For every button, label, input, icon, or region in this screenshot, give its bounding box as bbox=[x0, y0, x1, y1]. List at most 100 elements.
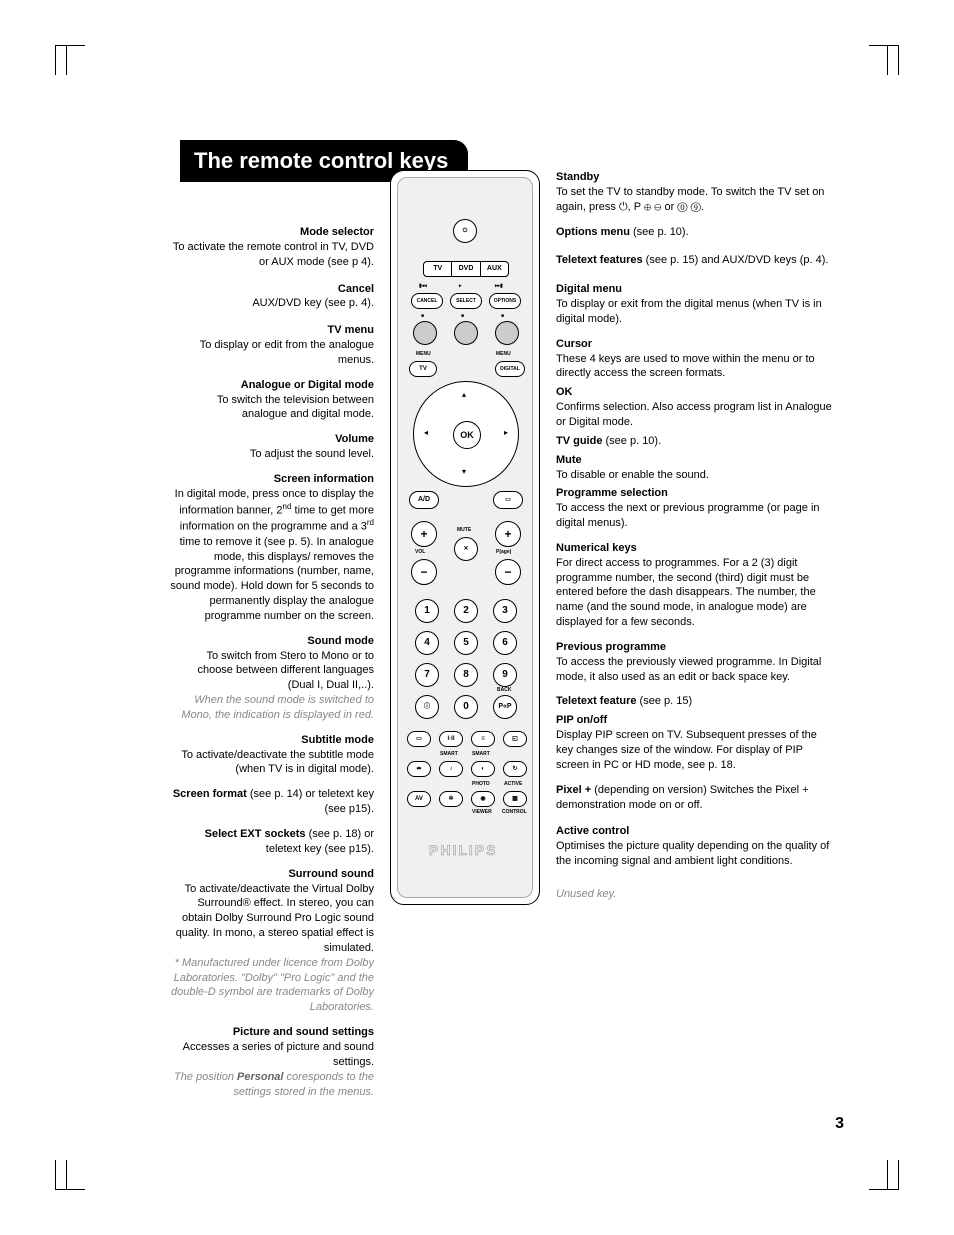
l-b-3: To switch the television between analogu… bbox=[170, 393, 374, 423]
l-b-1: AUX/DVD key (see p. 4). bbox=[170, 296, 374, 311]
r-b-11: (see p. 15) bbox=[637, 695, 693, 707]
viewer-label: VIEWER bbox=[472, 809, 492, 816]
page-number: 3 bbox=[835, 1113, 844, 1135]
key-4: 4 bbox=[415, 631, 439, 655]
l-h-3: Analogue or Digital mode bbox=[170, 378, 374, 393]
l-h-0: Mode selector bbox=[170, 225, 374, 240]
r-b-14: Optimises the picture quality depending … bbox=[556, 839, 834, 869]
l-h-5: Screen information bbox=[170, 472, 374, 487]
control-label: CONTROL bbox=[502, 809, 527, 816]
r-h-9: Numerical keys bbox=[556, 541, 834, 556]
back-label: BACK bbox=[497, 687, 511, 694]
pixel-plus-button: ✲ bbox=[439, 791, 463, 807]
crop-mark-bl bbox=[55, 1160, 85, 1190]
r-b-5: Confirms selection. Also access program … bbox=[556, 400, 834, 430]
r-h-5: OK bbox=[556, 385, 834, 400]
r-b-12: Display PIP screen on TV. Subsequent pre… bbox=[556, 728, 834, 773]
content-area: Mode selectorTo activate the remote cont… bbox=[170, 170, 834, 1109]
r-b-10: To access the previously viewed programm… bbox=[556, 655, 834, 685]
teletext-button: ≡ bbox=[471, 731, 495, 747]
l-b-5: In digital mode, press once to display t… bbox=[170, 487, 374, 624]
remote-diagram: ⏻ TV DVD AUX ▮◂◂ ▸ ▸▸▮ CANCEL SELECT OPT… bbox=[390, 170, 540, 1109]
l-i-11: The position Personal coresponds to the … bbox=[170, 1070, 374, 1100]
l-h-7: Subtitle mode bbox=[170, 733, 374, 748]
smart-r: SMART bbox=[472, 751, 490, 758]
key-7: 7 bbox=[415, 663, 439, 687]
sound-mode-button: I·II bbox=[439, 731, 463, 747]
green-button bbox=[454, 321, 478, 345]
r-h-0: Standby bbox=[556, 170, 834, 185]
vol-label: VOL bbox=[415, 549, 425, 556]
r-h-6: TV guide bbox=[556, 435, 602, 447]
smart-sound-button: ♪ bbox=[439, 761, 463, 777]
r-b-4: These 4 keys are used to move within the… bbox=[556, 352, 834, 382]
r-h-14: Active control bbox=[556, 824, 834, 839]
l-b-4: To adjust the sound level. bbox=[170, 447, 374, 462]
r-b-3: To display or exit from the digital menu… bbox=[556, 297, 834, 327]
r-b-9: For direct access to programmes. For a 2… bbox=[556, 556, 834, 630]
l-b-7: To activate/deactivate the subtitle mode… bbox=[170, 748, 374, 778]
r-b-6: (see p. 10). bbox=[602, 435, 661, 447]
left-column: Mode selectorTo activate the remote cont… bbox=[170, 170, 390, 1109]
mute-button: ✕ bbox=[454, 537, 478, 561]
key-8: 8 bbox=[454, 663, 478, 687]
vol-plus: + bbox=[411, 521, 437, 547]
mute-label: MUTE bbox=[457, 527, 471, 534]
menu-label-l: MENU bbox=[416, 351, 431, 358]
l-b-11: Accesses a series of picture and sound s… bbox=[170, 1040, 374, 1070]
r-h-11: Teletext feature bbox=[556, 695, 637, 707]
tele-1: ▭ bbox=[407, 731, 431, 747]
crop-mark-tr bbox=[869, 45, 899, 75]
r-b-13: (depending on version) Switches the Pixe… bbox=[556, 784, 809, 811]
l-h-4: Volume bbox=[170, 432, 374, 447]
r-h-4: Cursor bbox=[556, 337, 834, 352]
tv-menu-button: TV bbox=[409, 361, 437, 377]
l-b-10: To activate/deactivate the Virtual Dolby… bbox=[170, 882, 374, 956]
page-label: P(age) bbox=[496, 549, 511, 556]
l-h-6: Sound mode bbox=[170, 634, 374, 649]
r-h-2: Teletext features bbox=[556, 254, 643, 266]
l-h-8: Screen format bbox=[173, 788, 247, 800]
crop-mark-br bbox=[869, 1160, 899, 1190]
photo-label: PHOTO bbox=[472, 781, 490, 788]
l-h-1: Cancel bbox=[170, 282, 374, 297]
right-column: StandbyTo set the TV to standby mode. To… bbox=[540, 170, 834, 1109]
vol-minus: − bbox=[411, 559, 437, 585]
page-plus: + bbox=[495, 521, 521, 547]
l-b-8: (see p. 14) or teletext key (see p15). bbox=[247, 788, 374, 815]
select-button: SELECT bbox=[450, 293, 482, 309]
r-h-8: Programme selection bbox=[556, 486, 834, 501]
cursor-ring: OK ▴ ▾ ◂ ▸ bbox=[413, 381, 519, 487]
key-6: 6 bbox=[493, 631, 517, 655]
r-h-7: Mute bbox=[556, 453, 834, 468]
cancel-button: CANCEL bbox=[411, 293, 443, 309]
l-h-2: TV menu bbox=[170, 323, 374, 338]
key-5: 5 bbox=[454, 631, 478, 655]
r-b-2: (see p. 15) and AUX/DVD keys (p. 4). bbox=[643, 254, 829, 266]
l-h-9: Select EXT sockets bbox=[205, 828, 306, 840]
options-button: OPTIONS bbox=[489, 293, 521, 309]
r-b-7: To disable or enable the sound. bbox=[556, 468, 834, 483]
key-2: 2 bbox=[454, 599, 478, 623]
standby-button: ⏻ bbox=[453, 219, 477, 243]
menu-label-r: MENU bbox=[496, 351, 511, 358]
l-h-11: Picture and sound settings bbox=[170, 1025, 374, 1040]
r-h-10: Previous programme bbox=[556, 640, 834, 655]
r-h-12: PIP on/off bbox=[556, 713, 834, 728]
mode-selector: TV DVD AUX bbox=[423, 261, 509, 277]
r-b-8: To access the next or previous programme… bbox=[556, 501, 834, 531]
l-i-10: * Manufactured under licence from Dolby … bbox=[170, 956, 374, 1015]
brand-logo: PHILIPS bbox=[429, 841, 497, 860]
key-1: 1 bbox=[415, 599, 439, 623]
tvguide-button: ▭ bbox=[493, 491, 523, 509]
mode-aux: AUX bbox=[481, 262, 508, 276]
yellow-button bbox=[495, 321, 519, 345]
crop-mark-tl bbox=[55, 45, 85, 75]
mode-tv: TV bbox=[424, 262, 451, 276]
key-0: 0 bbox=[454, 695, 478, 719]
r-b-1: (see p. 10). bbox=[630, 226, 689, 238]
r-h-13: Pixel + bbox=[556, 784, 591, 796]
key-9: 9 bbox=[493, 663, 517, 687]
pp-button: P«P bbox=[493, 695, 517, 719]
active-control-button: ▩ bbox=[503, 791, 527, 807]
